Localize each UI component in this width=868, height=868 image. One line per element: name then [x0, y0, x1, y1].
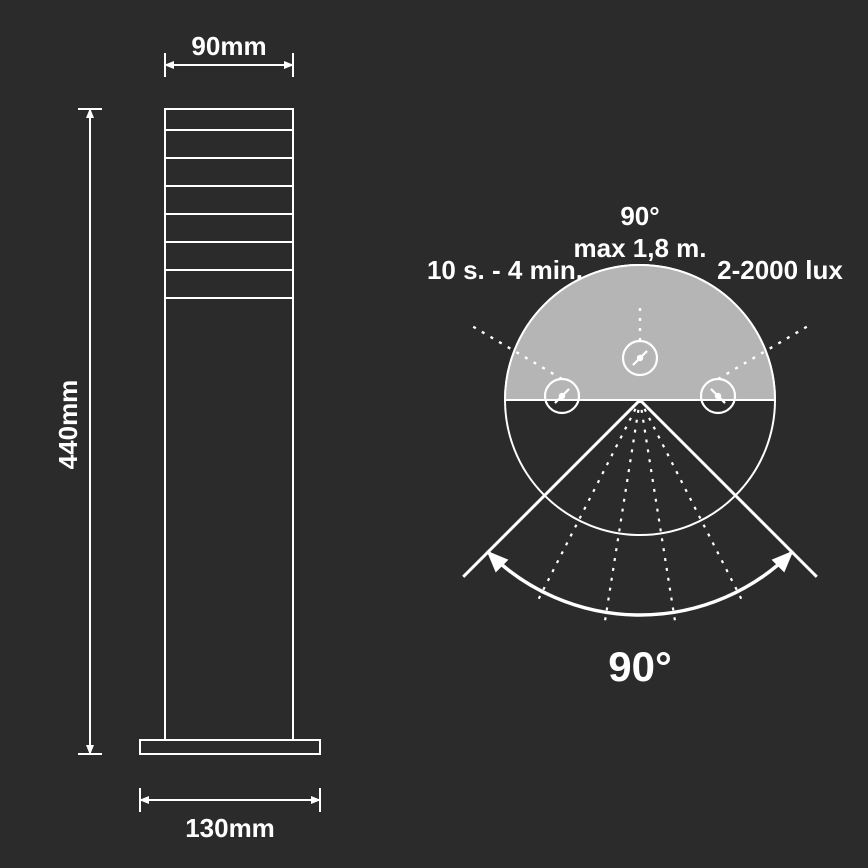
dim-height-label: 440mm — [53, 380, 83, 470]
knob-dot — [715, 393, 721, 399]
callout-center-1: 90° — [620, 201, 659, 231]
knob-dot — [559, 393, 565, 399]
dim-top-label: 90mm — [191, 31, 266, 61]
callout-left: 10 s. - 4 min. — [427, 255, 583, 285]
callout-center-2: max 1,8 m. — [574, 233, 707, 263]
beam-angle-label: 90° — [608, 643, 672, 690]
dim-base-label: 130mm — [185, 813, 275, 843]
callout-right: 2-2000 lux — [717, 255, 843, 285]
diagram: 90mm440mm130mm90°max 1,8 m.10 s. - 4 min… — [0, 0, 868, 868]
knob-dot — [637, 355, 643, 361]
